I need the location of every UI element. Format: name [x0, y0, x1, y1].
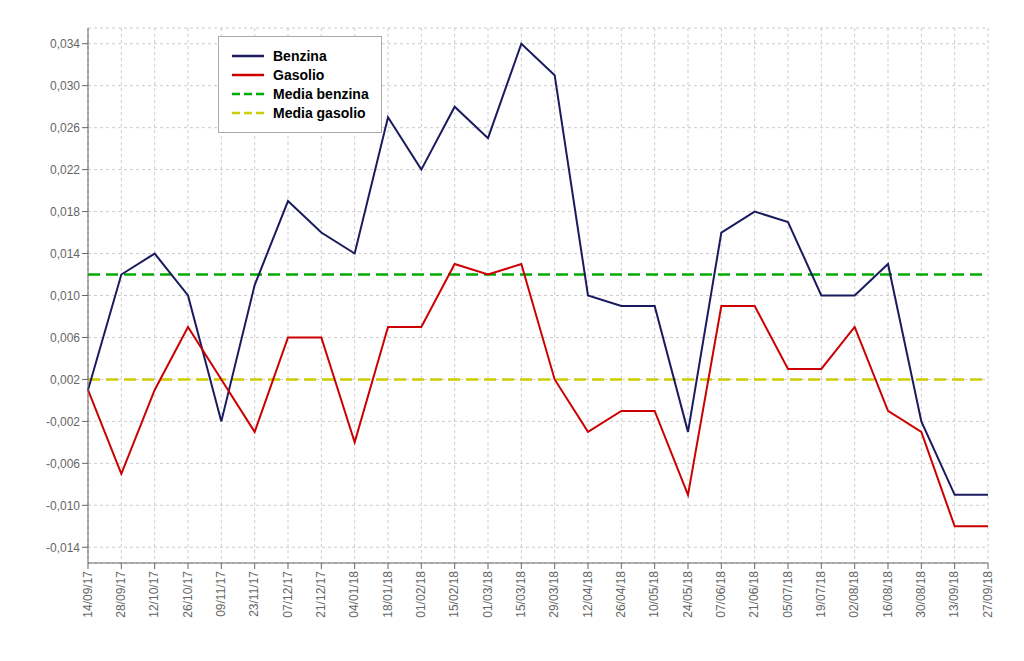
- svg-text:0,022: 0,022: [50, 163, 80, 177]
- svg-text:14/09/17: 14/09/17: [81, 571, 95, 618]
- svg-text:0,030: 0,030: [50, 79, 80, 93]
- html-text:Media benzina: Media benzina: [273, 86, 369, 102]
- html-text:Benzina: Benzina: [273, 48, 327, 64]
- svg-text:15/02/18: 15/02/18: [447, 571, 461, 618]
- svg-text:0,018: 0,018: [50, 205, 80, 219]
- svg-text:28/09/17: 28/09/17: [114, 571, 128, 618]
- svg-text:12/04/18: 12/04/18: [581, 571, 595, 618]
- svg-text:15/03/18: 15/03/18: [514, 571, 528, 618]
- svg-text:0,010: 0,010: [50, 289, 80, 303]
- svg-text:04/01/18: 04/01/18: [347, 571, 361, 618]
- svg-text:27/09/18: 27/09/18: [981, 571, 995, 618]
- svg-text:19/07/18: 19/07/18: [814, 571, 828, 618]
- html-text:Media gasolio: Media gasolio: [273, 105, 366, 121]
- svg-text:26/04/18: 26/04/18: [614, 571, 628, 618]
- svg-text:23/11/17: 23/11/17: [247, 571, 261, 617]
- svg-text:-0,002: -0,002: [46, 415, 80, 429]
- svg-text:-0,010: -0,010: [46, 499, 80, 513]
- svg-text:07/12/17: 07/12/17: [281, 571, 295, 618]
- svg-text:-0,006: -0,006: [46, 457, 80, 471]
- svg-text:05/07/18: 05/07/18: [781, 571, 795, 618]
- svg-text:21/12/17: 21/12/17: [314, 571, 328, 618]
- svg-text:12/10/17: 12/10/17: [147, 571, 161, 618]
- svg-text:16/08/18: 16/08/18: [881, 571, 895, 618]
- svg-text:01/02/18: 01/02/18: [414, 571, 428, 618]
- svg-text:10/05/18: 10/05/18: [647, 571, 661, 618]
- svg-text:01/03/18: 01/03/18: [481, 571, 495, 618]
- svg-text:-0,014: -0,014: [46, 541, 80, 555]
- svg-text:0,026: 0,026: [50, 121, 80, 135]
- svg-text:0,034: 0,034: [50, 37, 80, 51]
- html-text:Gasolio: Gasolio: [273, 67, 325, 83]
- svg-text:0,002: 0,002: [50, 373, 80, 387]
- svg-text:21/06/18: 21/06/18: [747, 571, 761, 618]
- svg-text:29/03/18: 29/03/18: [547, 571, 561, 618]
- svg-text:0,014: 0,014: [50, 247, 80, 261]
- svg-text:02/08/18: 02/08/18: [847, 571, 861, 618]
- svg-text:07/06/18: 07/06/18: [714, 571, 728, 618]
- svg-text:13/09/18: 13/09/18: [947, 571, 961, 618]
- svg-text:26/10/17: 26/10/17: [181, 571, 195, 618]
- svg-text:24/05/18: 24/05/18: [681, 571, 695, 618]
- svg-text:09/11/17: 09/11/17: [214, 571, 228, 617]
- svg-text:0,006: 0,006: [50, 331, 80, 345]
- svg-text:18/01/18: 18/01/18: [381, 571, 395, 618]
- svg-text:30/08/18: 30/08/18: [914, 571, 928, 618]
